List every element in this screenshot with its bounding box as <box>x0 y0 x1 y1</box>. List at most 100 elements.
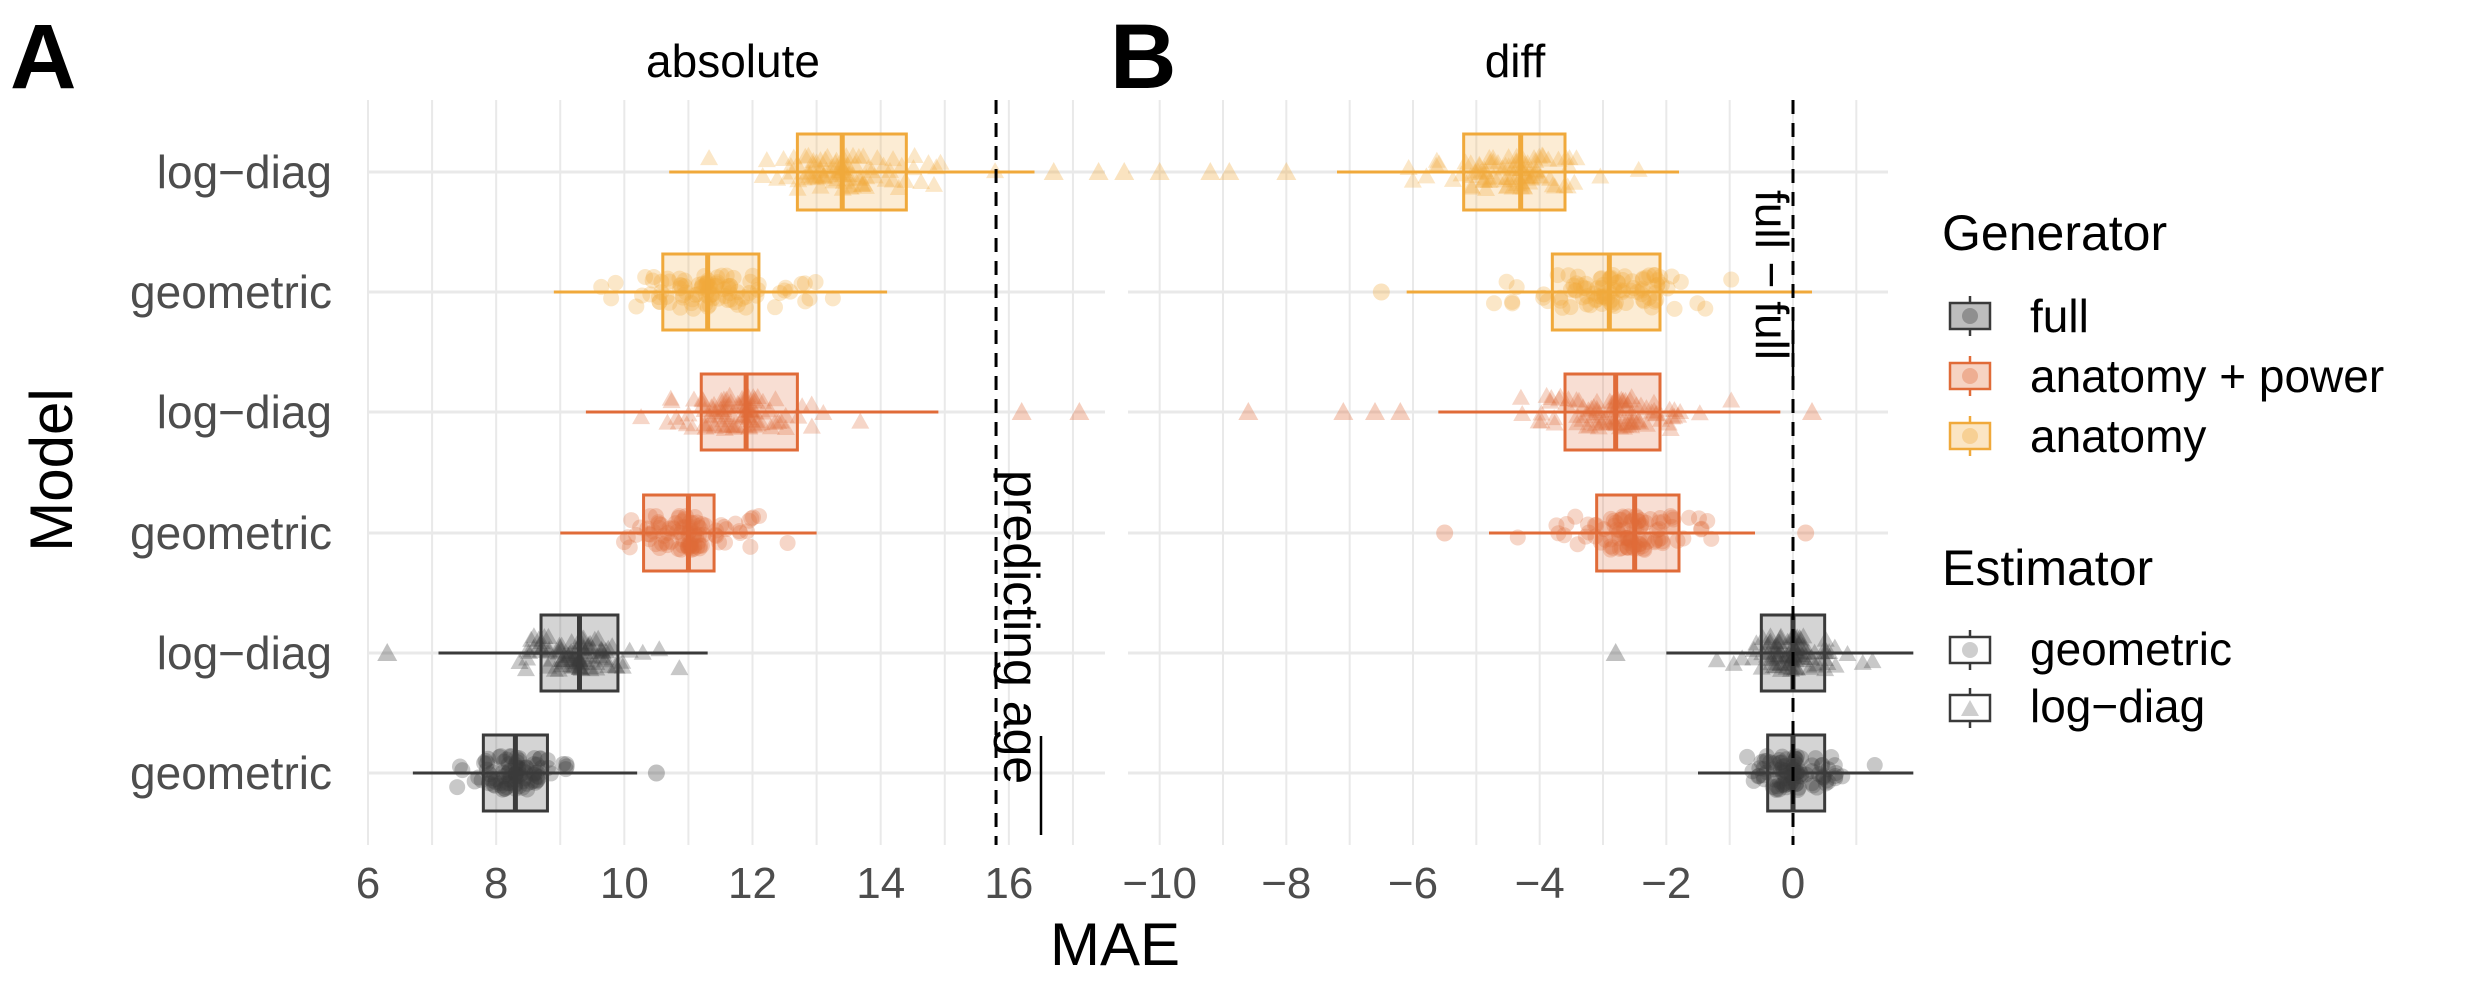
data-point <box>709 274 726 291</box>
data-point <box>1568 406 1587 423</box>
data-point <box>868 149 887 166</box>
data-point <box>1569 536 1586 553</box>
data-point <box>1762 650 1781 667</box>
data-point <box>1761 649 1780 666</box>
data-point <box>1587 292 1604 309</box>
data-point <box>1496 171 1515 188</box>
data-point <box>1498 273 1515 290</box>
data-point <box>1808 655 1827 672</box>
data-point <box>498 779 515 796</box>
data-point <box>1766 642 1785 659</box>
data-point <box>637 269 654 286</box>
data-point <box>1521 169 1540 186</box>
data-point <box>769 412 788 429</box>
data-point <box>623 512 640 529</box>
data-point <box>796 147 815 164</box>
legend-generator-title: Generator <box>1942 205 2167 261</box>
data-point <box>727 515 744 532</box>
x-tick-label: 12 <box>728 859 777 908</box>
data-point <box>1602 538 1619 555</box>
data-point <box>883 171 902 188</box>
data-point <box>1602 541 1619 558</box>
legend-key-geometric <box>1948 630 1992 670</box>
data-point <box>725 269 742 286</box>
data-point <box>1624 273 1641 290</box>
data-point <box>1666 300 1683 317</box>
data-point <box>690 276 707 293</box>
data-point <box>1793 636 1812 653</box>
data-point <box>822 166 841 183</box>
data-point <box>1611 282 1628 299</box>
data-point <box>1484 148 1503 165</box>
data-point <box>1500 169 1519 186</box>
outlier-point <box>1238 402 1259 420</box>
data-point <box>1665 511 1682 528</box>
data-point <box>670 540 687 557</box>
data-point <box>1611 540 1628 557</box>
data-point <box>778 168 797 185</box>
data-point <box>1511 388 1530 405</box>
data-point <box>822 158 841 175</box>
data-point <box>1529 412 1548 429</box>
data-point <box>1724 654 1743 671</box>
data-point <box>802 168 821 185</box>
data-point <box>1663 518 1680 535</box>
data-point <box>1604 539 1621 556</box>
data-point <box>853 175 872 192</box>
data-point <box>1707 651 1726 668</box>
data-point <box>1545 409 1564 426</box>
data-point <box>599 657 618 674</box>
data-point <box>854 147 873 164</box>
data-point <box>753 166 772 183</box>
data-point <box>797 293 814 310</box>
data-point <box>1527 161 1546 178</box>
x-tick-label: 10 <box>600 859 649 908</box>
data-point <box>818 147 837 164</box>
data-point <box>514 779 531 796</box>
data-point <box>1615 282 1632 299</box>
data-point <box>804 155 823 172</box>
data-point <box>709 269 726 286</box>
data-point <box>851 169 870 186</box>
data-point <box>720 386 739 403</box>
outlier-point <box>1069 402 1090 420</box>
data-point <box>1690 510 1707 527</box>
data-point <box>1470 155 1489 172</box>
data-point <box>1768 781 1785 798</box>
data-point <box>1535 289 1552 306</box>
data-point <box>1463 178 1482 195</box>
data-point <box>802 417 821 434</box>
data-point <box>644 272 661 289</box>
data-point <box>727 417 746 434</box>
data-point <box>553 651 572 668</box>
data-point <box>1533 147 1552 164</box>
data-point <box>553 653 572 670</box>
data-point <box>1567 149 1586 166</box>
data-point <box>1776 757 1793 774</box>
data-point <box>558 756 575 773</box>
data-point <box>531 750 548 767</box>
data-point <box>719 292 736 309</box>
data-point <box>1774 777 1791 794</box>
data-point <box>852 175 871 192</box>
data-point <box>804 152 823 169</box>
data-point <box>742 273 759 290</box>
data-point <box>677 415 696 432</box>
data-point <box>683 418 702 435</box>
panel-b-marks <box>1149 132 1914 813</box>
data-point <box>522 630 541 647</box>
data-point <box>1635 540 1652 557</box>
data-point <box>1603 510 1620 527</box>
panel-a-title: absolute <box>646 35 820 87</box>
data-point <box>1703 530 1720 547</box>
data-point <box>1584 407 1603 424</box>
panel-b-letter: B <box>1110 6 1176 108</box>
data-point <box>657 534 674 551</box>
data-point <box>705 395 724 412</box>
data-point <box>500 756 517 773</box>
data-point <box>550 638 569 655</box>
box <box>1550 252 1662 332</box>
data-point <box>616 534 633 551</box>
data-point <box>734 290 751 307</box>
